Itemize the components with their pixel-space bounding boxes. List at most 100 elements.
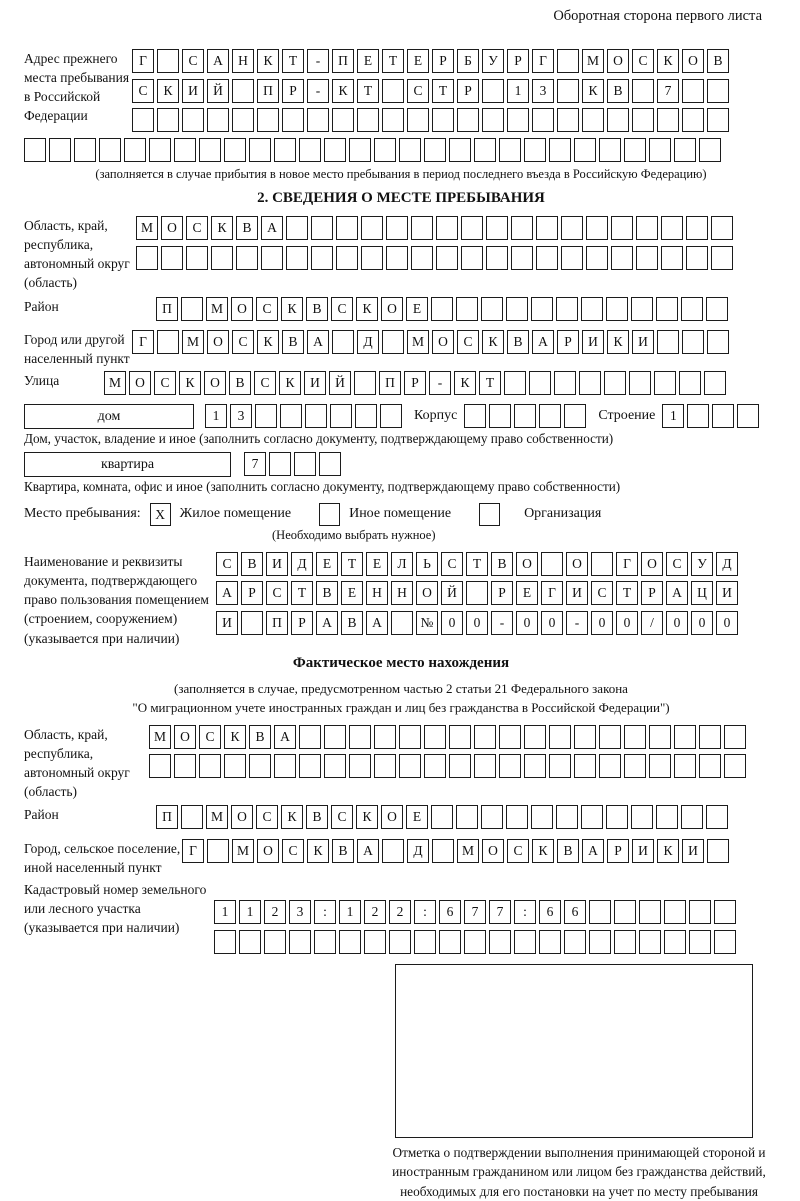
char-cell [449, 724, 471, 749]
char-cell [712, 403, 735, 428]
char-cell [529, 371, 551, 396]
char-cell: - [566, 610, 588, 635]
char-cell [161, 245, 183, 270]
char-cell: К [179, 371, 201, 396]
char-cell [261, 245, 283, 270]
char-cell: Б [457, 49, 479, 73]
prev-address-field: Адрес прежнего места пребывания в Россий… [24, 49, 778, 138]
char-cell: А [366, 610, 388, 635]
char-cell: Т [341, 551, 363, 576]
char-cell [511, 245, 533, 270]
char-cell [614, 900, 636, 925]
char-cell: А [207, 49, 229, 73]
oblast-row-2 [136, 245, 736, 271]
char-cell [361, 216, 383, 240]
char-cell: К [257, 49, 279, 73]
char-cell [661, 216, 683, 240]
char-cell [424, 137, 446, 162]
char-cell: Т [382, 49, 404, 73]
char-cell: А [261, 216, 283, 240]
oblast-field: Область, край, республика, автономный ок… [24, 216, 778, 293]
char-cell: Е [406, 805, 428, 830]
oblast2-row-2 [149, 754, 749, 779]
char-cell: С [457, 330, 479, 355]
char-cell: 0 [516, 610, 538, 635]
char-cell [737, 403, 760, 428]
char-cell [632, 108, 654, 132]
char-cell: О [231, 805, 253, 830]
char-cell [707, 330, 729, 355]
char-cell: Р [507, 49, 529, 73]
char-cell: 0 [466, 610, 488, 635]
char-cell: Е [407, 49, 429, 73]
char-cell: К [332, 78, 354, 103]
char-cell [174, 754, 196, 779]
char-cell [357, 108, 379, 132]
char-cell: О [161, 216, 183, 240]
apartment-row: квартира 7 [24, 451, 778, 477]
char-cell: М [582, 49, 604, 73]
char-cell [305, 403, 327, 428]
char-cell: М [104, 371, 126, 396]
checkbox-organization [479, 502, 501, 526]
char-cell [364, 929, 386, 954]
char-cell [557, 78, 579, 103]
char-cell: К [279, 371, 301, 396]
char-cell: К [532, 838, 554, 863]
char-cell: К [657, 49, 679, 73]
char-cell [330, 403, 352, 428]
char-cell [224, 754, 246, 779]
char-cell: В [316, 581, 338, 606]
char-cell: К [356, 805, 378, 830]
char-cell: К [157, 78, 179, 103]
char-cell [611, 245, 633, 270]
char-cell [374, 754, 396, 779]
char-cell: В [332, 838, 354, 863]
char-cell: Е [316, 551, 338, 576]
char-cell: 1 [205, 403, 227, 428]
char-cell [207, 838, 229, 863]
char-cell: - [491, 610, 513, 635]
char-cell: Й [329, 371, 351, 396]
char-cell: К [607, 330, 629, 355]
char-cell [182, 108, 204, 132]
char-cell [664, 929, 686, 954]
char-cell: В [557, 838, 579, 863]
organization-option-label: Организация [524, 506, 602, 522]
char-cell [280, 403, 302, 428]
char-cell [349, 724, 371, 749]
char-cell [456, 805, 478, 830]
char-cell [382, 838, 404, 863]
char-cell [539, 929, 561, 954]
char-cell: Д [357, 330, 379, 355]
stay-type-label: Место пребывания: [24, 506, 141, 522]
char-cell: И [304, 371, 326, 396]
char-cell [382, 330, 404, 355]
doc-rights-field: Наименование и реквизиты документа, подт… [24, 551, 778, 648]
char-cell: 6 [564, 900, 586, 925]
char-cell [157, 108, 179, 132]
korpus-label: Корпус [414, 408, 458, 424]
char-cell [556, 805, 578, 830]
char-cell [704, 371, 726, 396]
char-cell [311, 245, 333, 270]
char-cell [449, 137, 471, 162]
char-cell: О [516, 551, 538, 576]
char-cell: У [482, 49, 504, 73]
char-cell: К [482, 330, 504, 355]
char-cell [707, 108, 729, 132]
char-cell: 2 [264, 900, 286, 925]
char-cell: К [224, 724, 246, 749]
char-cell: А [582, 838, 604, 863]
checkbox-residential: X [149, 502, 171, 526]
char-cell [599, 754, 621, 779]
char-cell [482, 108, 504, 132]
